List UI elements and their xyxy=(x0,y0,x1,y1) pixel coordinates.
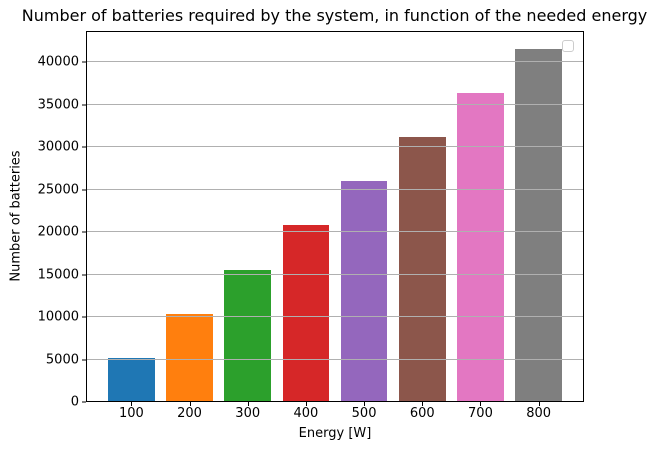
y-tick-mark-40000 xyxy=(82,61,86,63)
y-tick-label-35000: 35000 xyxy=(37,97,79,113)
y-tick-label-20000: 20000 xyxy=(37,224,79,240)
y-tick-mark-10000 xyxy=(82,316,86,318)
y-tick-mark-30000 xyxy=(82,146,86,148)
y-tick-label-30000: 30000 xyxy=(37,139,79,155)
bars-layer xyxy=(86,31,584,402)
x-tick-label-200: 200 xyxy=(177,406,202,421)
y-axis-label: Number of batteries xyxy=(8,150,24,282)
y-tick-label-25000: 25000 xyxy=(37,182,79,198)
bar-200 xyxy=(166,313,213,402)
x-tick-label-100: 100 xyxy=(118,406,144,421)
gridline-5000 xyxy=(86,358,584,360)
y-tick-mark-35000 xyxy=(82,104,86,106)
x-tick-label-400: 400 xyxy=(293,406,319,421)
gridline-25000 xyxy=(86,188,584,190)
x-tick-label-600: 600 xyxy=(409,406,435,421)
y-tick-label-5000: 5000 xyxy=(45,352,79,368)
legend-box xyxy=(562,40,574,52)
y-tick-mark-15000 xyxy=(82,274,86,276)
x-tick-mark-700 xyxy=(480,402,482,406)
bar-600 xyxy=(398,137,446,402)
bar-100 xyxy=(108,357,155,402)
x-tick-mark-100 xyxy=(131,402,133,406)
gridline-10000 xyxy=(86,316,584,318)
gridline-40000 xyxy=(86,61,584,63)
y-tick-mark-5000 xyxy=(82,359,86,361)
y-tick-mark-25000 xyxy=(82,189,86,191)
x-tick-mark-800 xyxy=(538,402,540,406)
bar-300 xyxy=(224,269,271,402)
x-tick-label-800: 800 xyxy=(526,406,552,421)
bar-400 xyxy=(282,225,330,402)
x-tick-mark-400 xyxy=(305,402,307,406)
y-tick-label-10000: 10000 xyxy=(37,309,79,325)
y-tick-label-15000: 15000 xyxy=(37,267,79,283)
x-tick-label-300: 300 xyxy=(235,406,261,421)
x-tick-mark-600 xyxy=(422,402,424,406)
bar-700 xyxy=(457,92,504,402)
y-tick-mark-20000 xyxy=(82,231,86,233)
gridline-20000 xyxy=(86,231,584,233)
y-tick-label-0: 0 xyxy=(70,394,79,410)
grid-layer xyxy=(86,31,584,402)
x-axis-label: Energy [W] xyxy=(298,426,372,441)
x-tick-mark-300 xyxy=(247,402,249,406)
gridline-35000 xyxy=(86,103,584,105)
x-tick-label-700: 700 xyxy=(468,406,493,421)
x-tick-label-500: 500 xyxy=(351,406,377,421)
y-tick-mark-0 xyxy=(82,401,86,403)
x-tick-mark-500 xyxy=(364,402,366,406)
bar-800 xyxy=(515,48,562,402)
chart-title: Number of batteries required by the syst… xyxy=(21,6,648,25)
gridline-30000 xyxy=(86,146,584,148)
x-tick-mark-200 xyxy=(189,402,191,406)
gridline-15000 xyxy=(86,273,584,275)
plot-area xyxy=(86,31,584,402)
bar-500 xyxy=(340,181,388,402)
y-tick-label-40000: 40000 xyxy=(37,54,79,70)
